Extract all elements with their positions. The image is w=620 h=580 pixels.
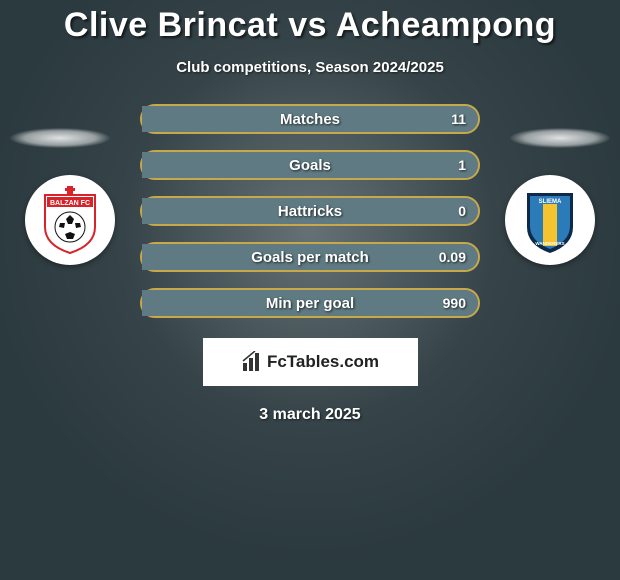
stat-row: Hattricks 0 <box>140 196 480 226</box>
svg-text:WANDERERS: WANDERERS <box>535 241 564 246</box>
branding-box: FcTables.com <box>203 338 418 386</box>
sliema-crest-icon: SLIEMA WANDERERS <box>513 183 587 257</box>
player2-shadow <box>510 128 610 148</box>
bars-icon <box>241 351 263 373</box>
stats-list: Matches 11 Goals 1 Hattricks 0 Goals per match… <box>140 104 480 318</box>
svg-text:SLIEMA: SLIEMA <box>539 199 562 205</box>
balzan-crest-icon: BALZAN FC <box>33 183 107 257</box>
subtitle: Club competitions, Season 2024/2025 <box>0 59 620 76</box>
stat-label: Goals <box>289 157 331 174</box>
stat-row: Goals 1 <box>140 150 480 180</box>
stat-value-player2: 11 <box>451 111 466 127</box>
stat-label: Goals per match <box>251 249 369 266</box>
svg-text:BALZAN FC: BALZAN FC <box>50 200 90 207</box>
stat-value-player2: 0 <box>458 203 466 219</box>
stat-label: Matches <box>280 111 340 128</box>
stat-label: Min per goal <box>266 295 354 312</box>
stat-value-player2: 990 <box>443 295 466 311</box>
stat-row: Min per goal 990 <box>140 288 480 318</box>
stat-value-player2: 1 <box>458 157 466 173</box>
date-text: 3 march 2025 <box>0 406 620 424</box>
branding-text: FcTables.com <box>267 352 379 372</box>
stat-value-player2: 0.09 <box>439 249 466 265</box>
page-title: Clive Brincat vs Acheampong <box>0 6 620 45</box>
stat-row: Matches 11 <box>140 104 480 134</box>
player2-crest: SLIEMA WANDERERS <box>505 175 595 265</box>
stat-label: Hattricks <box>278 203 342 220</box>
player1-crest: BALZAN FC <box>25 175 115 265</box>
stat-row: Goals per match 0.09 <box>140 242 480 272</box>
player1-shadow <box>10 128 110 148</box>
